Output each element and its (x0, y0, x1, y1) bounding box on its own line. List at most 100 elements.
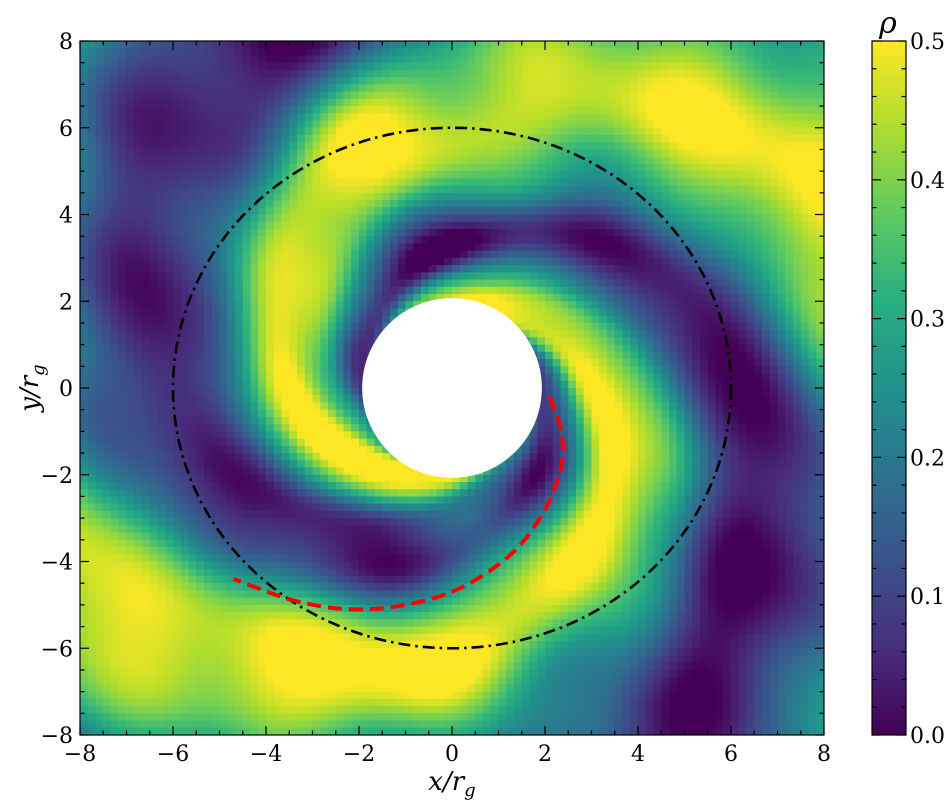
heatmap-cell (413, 98, 422, 107)
heatmap-cell (103, 395, 112, 404)
heatmap-cell (645, 48, 655, 57)
heatmap-cell (746, 272, 755, 281)
heatmap-cell (118, 41, 128, 49)
heatmap-cell (173, 214, 182, 223)
heatmap-cell (258, 207, 267, 216)
heatmap-cell (715, 409, 724, 418)
heatmap-cell (351, 127, 360, 136)
heatmap-cell (661, 149, 670, 158)
heatmap-cell (142, 373, 151, 382)
heatmap-cell (382, 142, 391, 151)
heatmap-cell (343, 286, 352, 295)
heatmap-cell (281, 279, 290, 288)
heatmap-cell (506, 106, 515, 114)
heatmap-cell (111, 62, 120, 71)
heatmap-cell (529, 156, 538, 165)
heatmap-cell (250, 142, 259, 151)
heatmap-cell (576, 214, 585, 223)
heatmap-cell (335, 337, 345, 346)
heatmap-cell (335, 207, 345, 216)
heatmap-cell (669, 272, 678, 281)
heatmap-cell (506, 142, 515, 151)
heatmap-cell (684, 373, 693, 382)
heatmap-cell (622, 41, 631, 49)
heatmap-cell (467, 84, 476, 93)
heatmap-cell (459, 294, 469, 302)
heatmap-cell (816, 359, 824, 367)
heatmap-cell (312, 120, 321, 129)
heatmap-cell (777, 322, 786, 331)
heatmap-cell (335, 221, 345, 230)
heatmap-cell (560, 236, 569, 245)
heatmap-cell (173, 308, 182, 317)
heatmap-cell (521, 214, 531, 223)
heatmap-cell (622, 344, 631, 353)
heatmap-cell (320, 351, 329, 360)
heatmap-cell (351, 120, 360, 129)
heatmap-cell (669, 106, 678, 114)
heatmap-cell (599, 250, 608, 259)
heatmap-cell (304, 308, 314, 317)
heatmap-cell (413, 106, 422, 114)
heatmap-cell (545, 207, 554, 216)
heatmap-cell (576, 178, 585, 187)
heatmap-cell (591, 380, 600, 389)
heatmap-cell (777, 257, 786, 266)
heatmap-cell (498, 286, 507, 295)
heatmap-cell (816, 337, 824, 346)
heatmap-cell (351, 69, 360, 78)
heatmap-cell (638, 409, 647, 418)
heatmap-cell (483, 113, 492, 122)
heatmap-cell (583, 69, 593, 78)
heatmap-cell (188, 236, 197, 245)
heatmap-cell (738, 156, 748, 165)
heatmap-cell (103, 98, 112, 107)
heatmap-cell (692, 106, 701, 114)
heatmap-cell (351, 171, 360, 179)
heatmap-cell (111, 402, 120, 411)
heatmap-cell (157, 243, 166, 252)
heatmap-cell (196, 98, 205, 107)
heatmap-cell (762, 178, 771, 187)
heatmap-cell (490, 272, 500, 281)
heatmap-cell (754, 62, 763, 71)
heatmap-cell (304, 279, 314, 288)
heatmap-cell (746, 301, 755, 310)
heatmap-cell (529, 337, 538, 346)
heatmap-cell (793, 228, 802, 237)
heatmap-cell (700, 322, 709, 331)
heatmap-cell (196, 163, 205, 172)
heatmap-cell (118, 214, 128, 223)
heatmap-cell (297, 106, 306, 114)
heatmap-cell (95, 330, 104, 338)
heatmap-cell (328, 351, 337, 360)
heatmap-cell (80, 359, 89, 367)
heatmap-cell (769, 337, 779, 346)
heatmap-cell (800, 171, 810, 179)
heatmap-cell (506, 178, 515, 187)
heatmap-cell (281, 185, 290, 194)
heatmap-cell (490, 149, 500, 158)
heatmap-cell (281, 351, 290, 360)
heatmap-cell (475, 192, 484, 201)
heatmap-cell (715, 228, 724, 237)
heatmap-cell (142, 98, 151, 107)
heatmap-cell (87, 156, 97, 165)
heatmap-cell (103, 127, 112, 136)
heatmap-cell (374, 62, 383, 71)
heatmap-cell (359, 69, 368, 78)
heatmap-cell (258, 359, 267, 367)
heatmap-cell (808, 236, 817, 245)
heatmap-cell (552, 272, 562, 281)
heatmap-cell (498, 55, 507, 64)
heatmap-cell (80, 257, 89, 266)
heatmap-cell (428, 69, 438, 78)
heatmap-cell (142, 286, 151, 295)
heatmap-cell (614, 395, 624, 404)
heatmap-cell (405, 55, 414, 64)
heatmap-cell (552, 366, 562, 375)
heatmap-cell (645, 91, 655, 100)
heatmap-cell (196, 337, 205, 346)
heatmap-cell (281, 178, 290, 187)
heatmap-cell (785, 308, 794, 317)
